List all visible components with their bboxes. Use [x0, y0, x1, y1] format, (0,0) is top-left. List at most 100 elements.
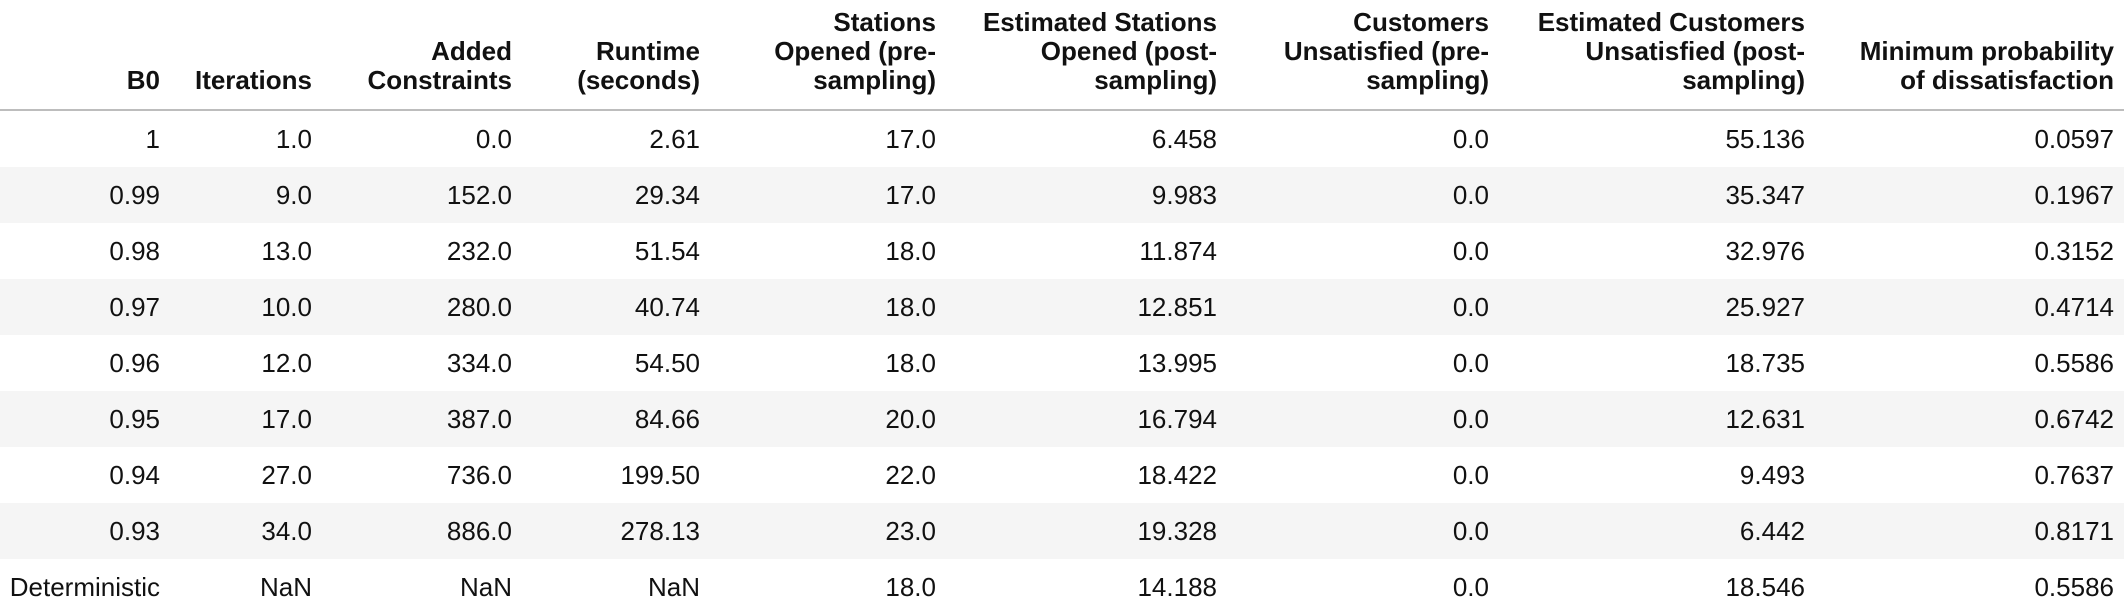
- row-label-cell: Deterministic: [9, 571, 160, 602]
- column-header-line: Stations: [833, 7, 936, 37]
- table-cell: NaN: [647, 571, 700, 602]
- column-header-line: of dissatisfaction: [1900, 65, 2114, 95]
- table-cell: 27.0: [261, 459, 312, 490]
- table-cell: 0.0: [1452, 347, 1489, 378]
- table-cell: 32.976: [1725, 235, 1805, 266]
- column-header-line: Unsatisfied (pre-: [1283, 36, 1489, 66]
- table-cell: 0.8171: [1815, 503, 2124, 559]
- table-cell: 17.0: [170, 391, 322, 447]
- table-row: 0.97 10.0 280.0 40.74 18.0 12.851 0.0 25.927 0.4…: [0, 279, 2124, 335]
- column-header-line: Added: [431, 36, 512, 66]
- table-cell: 13.995: [1137, 347, 1217, 378]
- table-cell: 334.0: [446, 347, 512, 378]
- table-cell: 0.5586: [2034, 347, 2114, 378]
- table-cell: 14.188: [1137, 571, 1217, 602]
- table-cell: 0.6742: [1815, 391, 2124, 447]
- table-cell: 0.0: [1227, 503, 1499, 559]
- table-row: 1 1.0 0.0 2.61 17.0 6.458 0.0 55.136 0.0597: [0, 110, 2124, 167]
- table-cell: 0.0: [1227, 279, 1499, 335]
- table-cell: 0.0: [1452, 571, 1489, 602]
- column-header-added-constraints: Added Constraints: [322, 0, 522, 111]
- table-cell: 0.5586: [2034, 571, 2114, 602]
- column-header-line: Minimum probability: [1859, 36, 2114, 66]
- table-cell: 0.0: [1452, 123, 1489, 154]
- table-cell: 0.0: [1452, 459, 1489, 490]
- table-cell: 0.4714: [1815, 279, 2124, 335]
- column-header-line: Opened (post-: [1040, 36, 1217, 66]
- table-cell: 0.0: [1452, 235, 1489, 266]
- column-header-line: Customers: [1353, 7, 1489, 37]
- table-cell: 23.0: [710, 503, 946, 559]
- row-label-cell: 0.94: [109, 459, 160, 490]
- row-label-cell: 1: [145, 123, 160, 154]
- table-header: B0 Iterations Added Constraints Runtime (seco…: [0, 0, 2124, 111]
- table-cell: 9.0: [170, 167, 322, 223]
- table-cell: 10.0: [170, 279, 322, 335]
- table-cell: 55.136: [1725, 123, 1805, 154]
- column-header-estimated-stations-opened-post-sampling: Estimated Stations Opened (post-sampling): [946, 0, 1227, 111]
- column-header-minimum-probability-of-dissatisfaction: Minimum probability of dissatisfaction: [1815, 0, 2124, 111]
- table-row: 0.94 27.0 736.0 199.50 22.0 18.422 0.0 9.493 0.7…: [0, 447, 2124, 503]
- table-cell: 18.422: [1137, 459, 1217, 490]
- table-cell: NaN: [259, 571, 312, 602]
- table-row: 0.99 9.0 152.0 29.34 17.0 9.983 0.0 35.347 0.196…: [0, 167, 2124, 223]
- table-cell: 199.50: [620, 459, 700, 490]
- row-label-cell: 0.99: [0, 167, 170, 223]
- table-cell: 12.0: [261, 347, 312, 378]
- table-cell: 20.0: [710, 391, 946, 447]
- column-header-line: sampling): [1094, 65, 1217, 95]
- table-cell: 152.0: [322, 167, 522, 223]
- table-cell: 13.0: [261, 235, 312, 266]
- table-cell: 18.0: [885, 571, 936, 602]
- table-cell: 18.0: [710, 279, 946, 335]
- table-cell: 18.0: [885, 347, 936, 378]
- column-header-line: Constraints: [367, 65, 512, 95]
- table-cell: 886.0: [322, 503, 522, 559]
- table-cell: 0.0: [1227, 391, 1499, 447]
- column-header-line: Opened (pre-: [774, 36, 936, 66]
- table-cell: 17.0: [710, 167, 946, 223]
- table-cell: 19.328: [946, 503, 1227, 559]
- table-cell: 18.0: [885, 235, 936, 266]
- column-header-iterations: Iterations: [170, 0, 322, 111]
- column-header-line: B0: [126, 65, 160, 95]
- table-cell: 1.0: [275, 123, 312, 154]
- table-cell: 51.54: [634, 235, 700, 266]
- column-header-line: Estimated Customers: [1537, 7, 1805, 37]
- table-cell: 2.61: [649, 123, 700, 154]
- table-cell: 6.442: [1499, 503, 1815, 559]
- table-cell: 9.983: [946, 167, 1227, 223]
- table-cell: 0.3152: [2034, 235, 2114, 266]
- table-row: 0.96 12.0 334.0 54.50 18.0 13.995 0.0 18.735 0.5…: [0, 335, 2124, 391]
- table-cell: 387.0: [322, 391, 522, 447]
- table-cell: 0.1967: [1815, 167, 2124, 223]
- table-cell: 25.927: [1499, 279, 1815, 335]
- table-cell: 18.735: [1725, 347, 1805, 378]
- table-cell: 18.546: [1725, 571, 1805, 602]
- table-cell: 17.0: [885, 123, 936, 154]
- table-cell: 0.7637: [2034, 459, 2114, 490]
- column-header-stations-opened-pre-sampling: Stations Opened (pre-sampling): [710, 0, 946, 111]
- row-label-cell: 0.93: [0, 503, 170, 559]
- column-header-line: (seconds): [577, 65, 700, 95]
- header-row: B0 Iterations Added Constraints Runtime (seco…: [0, 0, 2124, 111]
- table-cell: 84.66: [522, 391, 710, 447]
- table-cell: 278.13: [522, 503, 710, 559]
- table-cell: 34.0: [170, 503, 322, 559]
- table-cell: 6.458: [1151, 123, 1217, 154]
- table-cell: 232.0: [446, 235, 512, 266]
- column-header-b0: B0: [0, 0, 170, 111]
- table-cell: NaN: [459, 571, 512, 602]
- table-cell: 35.347: [1499, 167, 1815, 223]
- column-header-line: sampling): [1682, 65, 1805, 95]
- table-row: 0.95 17.0 387.0 84.66 20.0 16.794 0.0 12.631 0.6…: [0, 391, 2124, 447]
- column-header-line: Iterations: [194, 65, 312, 95]
- table-cell: 280.0: [322, 279, 522, 335]
- table-cell: 736.0: [446, 459, 512, 490]
- table-row: 0.93 34.0 886.0 278.13 23.0 19.328 0.0 6.442 0.8…: [0, 503, 2124, 559]
- table-cell: 16.794: [946, 391, 1227, 447]
- column-header-line: sampling): [1366, 65, 1489, 95]
- table-cell: 9.493: [1739, 459, 1805, 490]
- table-cell: 22.0: [885, 459, 936, 490]
